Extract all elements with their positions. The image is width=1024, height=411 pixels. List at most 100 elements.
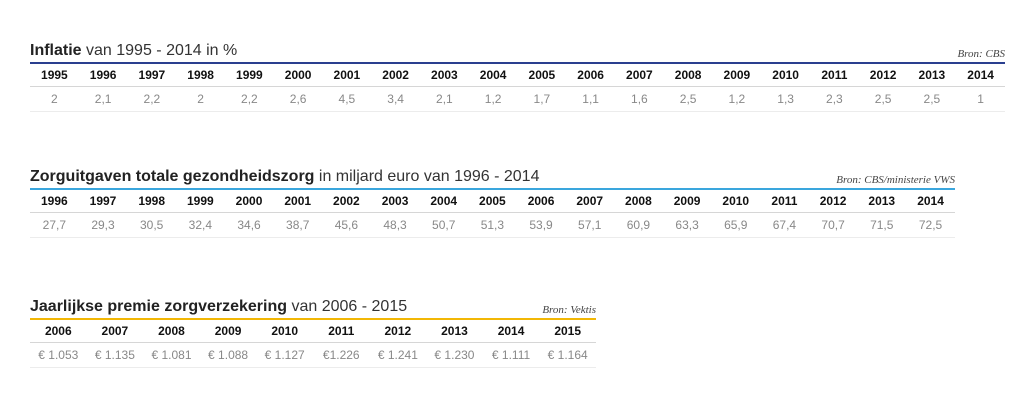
year-header-cell: 1995 <box>30 64 79 87</box>
value-cell: € 1.230 <box>426 342 483 368</box>
year-header-cell: 2015 <box>539 320 596 343</box>
year-header-cell: 2003 <box>420 64 469 87</box>
value-cell: 2,5 <box>907 86 957 112</box>
value-cell: 65,9 <box>711 212 761 238</box>
value-cell: 1,2 <box>468 86 518 112</box>
value-cell: 72,5 <box>906 212 955 238</box>
year-header-cell: 2013 <box>857 190 907 213</box>
year-header-cell: 2000 <box>224 190 274 213</box>
healthcare-spending-section: Zorguitgaven totale gezondheidszorg in m… <box>30 166 955 238</box>
value-cell: € 1.088 <box>199 342 257 368</box>
healthcare-spending-source: Bron: CBS/ministerie VWS <box>836 174 955 186</box>
value-cell: 45,6 <box>322 212 371 238</box>
value-cell: € 1.135 <box>86 342 144 368</box>
year-header-cell: 1996 <box>78 64 128 87</box>
value-cell: 2,1 <box>78 86 128 112</box>
healthcare-spending-table: 1996 1997 1998 1999 2000 2001 2002 2003 2004 2005… <box>30 190 955 238</box>
year-header-cell: 2004 <box>419 190 469 213</box>
year-header-cell: 2012 <box>808 190 858 213</box>
year-header-cell: 1998 <box>176 64 225 87</box>
value-cell: 67,4 <box>760 212 809 238</box>
year-header-cell: 1997 <box>127 64 177 87</box>
year-header-cell: 2008 <box>663 64 713 87</box>
value-cell: 1,6 <box>615 86 664 112</box>
value-cell: 63,3 <box>662 212 712 238</box>
value-cell: 48,3 <box>370 212 420 238</box>
year-header-cell: 2007 <box>565 190 615 213</box>
inflation-rule <box>30 62 1005 64</box>
value-cell: € 1.053 <box>30 342 87 368</box>
year-header-cell: 2000 <box>273 64 323 87</box>
inflation-title: Inflatie van 1995 - 2014 in % <box>30 42 238 59</box>
value-cell: 34,6 <box>224 212 274 238</box>
year-header-cell: 2012 <box>858 64 908 87</box>
year-header-cell: 2002 <box>371 64 420 87</box>
value-cell: 50,7 <box>419 212 469 238</box>
value-cell: 2,5 <box>858 86 908 112</box>
year-header-cell: 2006 <box>516 190 566 213</box>
year-header-cell: 2003 <box>370 190 420 213</box>
year-header-cell: 1997 <box>78 190 128 213</box>
year-header-cell: 2005 <box>468 190 517 213</box>
inflation-value-row: 2 2,1 2,2 2 2,2 2,6 4,5 3,4 2,1 1,2 1,7 1,1 1,6 2,5 1,… <box>30 86 1005 112</box>
year-header-cell: 2014 <box>906 190 955 213</box>
value-cell: 30,5 <box>127 212 177 238</box>
healthcare-spending-value-row: 27,7 29,3 30,5 32,4 34,6 38,7 45,6 48,3 50,7 51,3… <box>30 212 955 238</box>
year-header-cell: 2010 <box>711 190 761 213</box>
value-cell: 2,3 <box>810 86 859 112</box>
year-header-cell: 2014 <box>956 64 1005 87</box>
year-header-cell: 2014 <box>482 320 540 343</box>
year-header-cell: 2009 <box>712 64 762 87</box>
year-header-cell: 2008 <box>614 190 663 213</box>
value-cell: 60,9 <box>614 212 663 238</box>
year-header-cell: 2006 <box>30 320 87 343</box>
year-header-cell: 2011 <box>760 190 809 213</box>
value-cell: 27,7 <box>30 212 79 238</box>
year-header-cell: 2010 <box>256 320 313 343</box>
value-cell: 38,7 <box>273 212 323 238</box>
value-cell: 1,3 <box>761 86 810 112</box>
value-cell: 2,5 <box>663 86 713 112</box>
inflation-source: Bron: CBS <box>957 48 1005 60</box>
value-cell: 1,2 <box>712 86 762 112</box>
year-header-cell: 2011 <box>312 320 370 343</box>
year-header-cell: 2007 <box>615 64 664 87</box>
year-header-cell: 2011 <box>810 64 859 87</box>
year-header-cell: 2010 <box>761 64 810 87</box>
value-cell: 2,2 <box>225 86 274 112</box>
value-cell: 2 <box>176 86 225 112</box>
value-cell: 29,3 <box>78 212 128 238</box>
value-cell: 1,7 <box>517 86 567 112</box>
insurance-premium-source: Bron: Vektis <box>542 304 596 316</box>
year-header-cell: 2009 <box>199 320 257 343</box>
inflation-table: 1995 1996 1997 1998 1999 2000 2001 2002 2003 2004… <box>30 64 1005 112</box>
year-header-cell: 2013 <box>907 64 957 87</box>
value-cell: € 1.164 <box>539 342 596 368</box>
year-header-cell: 2012 <box>369 320 427 343</box>
value-cell: € 1.127 <box>256 342 313 368</box>
value-cell: 71,5 <box>857 212 907 238</box>
value-cell: 2,2 <box>127 86 177 112</box>
value-cell: € 1.111 <box>482 342 540 368</box>
healthcare-spending-year-row: 1996 1997 1998 1999 2000 2001 2002 2003 2004 2005… <box>30 190 955 213</box>
value-cell: 57,1 <box>565 212 615 238</box>
value-cell: € 1.081 <box>143 342 200 368</box>
value-cell: 2,6 <box>273 86 323 112</box>
value-cell: 51,3 <box>468 212 517 238</box>
insurance-premium-rule <box>30 318 596 320</box>
healthcare-spending-rule <box>30 188 955 190</box>
value-cell: 4,5 <box>322 86 372 112</box>
value-cell: 2,1 <box>420 86 469 112</box>
year-header-cell: 1999 <box>176 190 225 213</box>
year-header-cell: 2008 <box>143 320 200 343</box>
year-header-cell: 2006 <box>566 64 615 87</box>
value-cell: € 1.241 <box>369 342 427 368</box>
inflation-year-row: 1995 1996 1997 1998 1999 2000 2001 2002 2003 2004… <box>30 64 1005 87</box>
insurance-premium-title: Jaarlijkse premie zorgverzekering van 20… <box>30 298 408 315</box>
insurance-premium-header: Jaarlijkse premie zorgverzekering van 20… <box>30 296 596 318</box>
year-header-cell: 2001 <box>322 64 372 87</box>
value-cell: 53,9 <box>516 212 566 238</box>
year-header-cell: 2007 <box>86 320 144 343</box>
inflation-section: Inflatie van 1995 - 2014 in % Bron: CBS … <box>30 40 1005 112</box>
year-header-cell: 1996 <box>30 190 79 213</box>
